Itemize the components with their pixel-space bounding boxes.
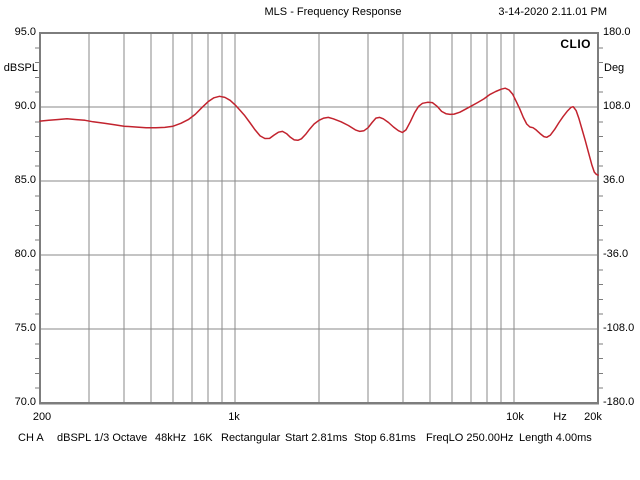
status-bar-item: 48kHz — [155, 432, 187, 444]
y-axis-right-unit: Deg — [604, 62, 625, 74]
y-axis-left-tick-label: 85.0 — [14, 174, 36, 186]
x-axis-tick-label: 200 — [32, 411, 52, 423]
x-axis-tick-label: 10k — [506, 411, 524, 423]
y-axis-right-tick-label: -180.0 — [603, 396, 635, 408]
x-axis-tick-label: 20k — [584, 411, 602, 423]
status-bar-item: CH A — [18, 432, 44, 444]
y-axis-right-tick-label: -108.0 — [603, 322, 635, 334]
plot-title: MLS - Frequency Response — [264, 6, 402, 18]
x-axis-tick-label: 1k — [228, 411, 240, 423]
y-axis-left-unit: dBSPL — [3, 62, 38, 74]
y-axis-left-tick-label: 80.0 — [14, 248, 36, 260]
status-bar-item: 1/3 Octave — [94, 432, 148, 444]
status-bar-item: Length 4.00ms — [519, 432, 592, 444]
status-bar-item: 16K — [193, 432, 213, 444]
y-axis-left-tick-label: 95.0 — [14, 26, 36, 38]
y-axis-right-tick-label: 180.0 — [603, 26, 631, 38]
status-bar-item: dBSPL — [57, 432, 92, 444]
clio-logo: CLIO — [560, 37, 591, 51]
status-bar-item: FreqLO 250.00Hz — [426, 432, 514, 444]
y-axis-right-tick-label: 36.0 — [603, 174, 625, 186]
status-bar-item: Rectangular — [221, 432, 281, 444]
y-axis-right-tick-label: -36.0 — [603, 248, 629, 260]
plot-frame — [39, 32, 599, 404]
y-axis-left-tick-label: 90.0 — [14, 100, 36, 112]
y-axis-left-tick-label: 70.0 — [14, 396, 36, 408]
frequency-response-curve — [39, 87, 599, 176]
y-axis-left-tick-label: 75.0 — [14, 322, 36, 334]
x-axis-tick-label: Hz — [553, 411, 567, 423]
y-axis-right-tick-label: 108.0 — [603, 100, 631, 112]
timestamp: 3-14-2020 2.11.01 PM — [498, 6, 607, 18]
status-bar-item: Start 2.81ms — [285, 432, 348, 444]
status-bar-item: Stop 6.81ms — [354, 432, 416, 444]
